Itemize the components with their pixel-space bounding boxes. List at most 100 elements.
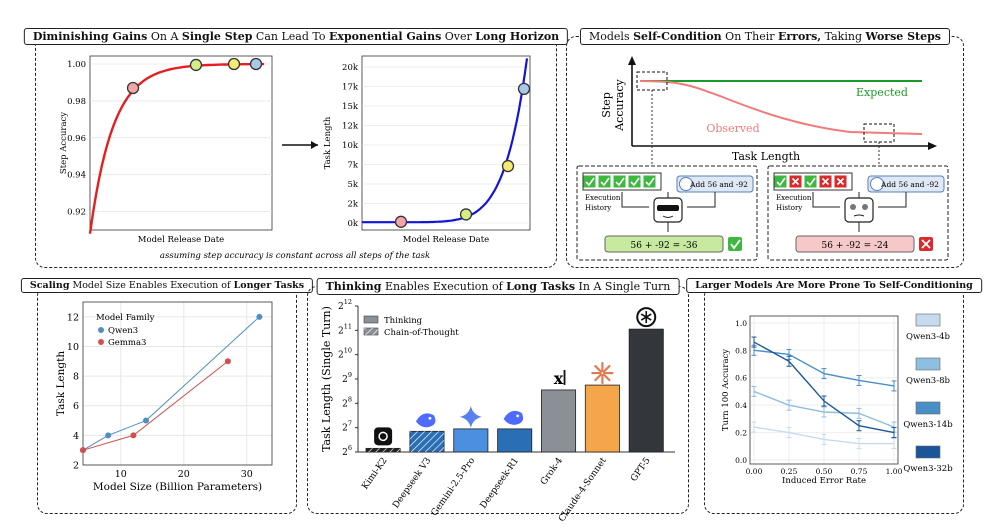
robot-eye (850, 204, 856, 210)
p3-ytick: 6 (73, 401, 79, 412)
p1-caption: assuming step accuracy is constant acros… (160, 251, 430, 261)
p5-legend-swatch (915, 445, 941, 459)
p1-right-ytick: 0k (347, 219, 358, 229)
gemini-logo-icon (459, 405, 482, 428)
p5-legend-label: Qwen3-14b (903, 420, 953, 430)
p1-right-ytick: 12k (342, 122, 359, 132)
p1-right-ytick: 15k (342, 102, 359, 112)
p1-right-ytick: 5k (347, 180, 358, 190)
p1-right-ytick: 7k (347, 161, 358, 171)
kimi-logo-icon (374, 427, 393, 446)
p2-right-answer-box (795, 235, 915, 253)
cross-mark (921, 239, 931, 249)
p2-observed-label: Observed (706, 122, 759, 135)
p4-ytick-label: 26 (342, 444, 352, 458)
p4-ytick-label: 29 (342, 371, 352, 385)
grok-logo-icon: x (554, 369, 564, 388)
p1-right-ytick: 10k (342, 141, 359, 151)
p2-check-icon (585, 177, 595, 187)
p2-observed-line (639, 80, 923, 135)
robot-eye (862, 204, 868, 210)
p4-legend-cot: Chain-of-Thought (384, 328, 459, 338)
p3-legend-marker (98, 327, 104, 333)
p1-right-point (517, 82, 531, 95)
p5-xtick: 0.75 (851, 467, 868, 476)
panel3-title: Scaling Model Size Enables Execution of … (20, 278, 314, 293)
user-avatar-icon (870, 177, 884, 191)
p3-xtick: 30 (241, 469, 253, 480)
panel1-title: Diminishing Gains On A Single Step Can L… (23, 28, 569, 45)
claude-ray (602, 364, 611, 373)
p2-check-icon (615, 177, 625, 187)
p4-ytick-label: 210 (338, 347, 352, 361)
p2-left-box (576, 165, 758, 261)
p5-xtick: 1.00 (886, 467, 903, 476)
p4-ytick-label: 27 (342, 420, 352, 434)
p5-ytick: 0.2 (735, 429, 747, 438)
p5-ytick: 0.0 (735, 456, 747, 465)
p2-right-exec1: Execution (776, 194, 812, 202)
p5-legend-swatch (915, 401, 941, 415)
p5-frame (749, 315, 899, 465)
p4-bar (497, 428, 533, 453)
panel-self-condition: Models Self-Condition On Their Errors, T… (566, 28, 964, 268)
p1-left-ytick: 1.00 (67, 60, 86, 70)
p3-point-Gemma3 (80, 447, 86, 454)
p2-check-icon (630, 177, 640, 187)
p5-ytick: 1.0 (735, 319, 747, 328)
claude-logo-icon (591, 361, 614, 385)
p5-legend-label: Qwen3-32b (903, 464, 953, 474)
p3-ytick: 2 (73, 461, 79, 472)
p4-bar-hatch (366, 448, 401, 452)
claude-ray (594, 373, 603, 382)
p2-check-icon (776, 177, 786, 187)
p4-legend-swatch-thinking (363, 315, 379, 324)
p1-right-point (459, 208, 473, 221)
p5-legend-label: Qwen3-8b (906, 376, 950, 386)
check-mark (730, 239, 741, 250)
p2-left-exec2: History (585, 204, 611, 212)
p3-frame (82, 301, 273, 466)
p1-task-curve (362, 58, 529, 224)
p5-ytick: 0.4 (735, 401, 747, 410)
p2-cross-icon (836, 177, 845, 186)
p3-point-Qwen3 (105, 432, 112, 439)
p2-left-answer: 56 + -92 = -36 (631, 241, 698, 251)
p2-right-box (767, 165, 949, 261)
p2-right-history-frame (773, 172, 853, 191)
check-icon (728, 237, 742, 251)
p2-right-exec2: History (776, 204, 802, 212)
p5-xtick: 0.50 (816, 467, 833, 476)
p3-xlabel: Model Size (Billion Parameters) (93, 481, 262, 493)
p2-left-mark-check (597, 174, 612, 189)
p5-xtick: 0.25 (781, 467, 798, 476)
p3-legend-title: Model Family (96, 313, 155, 323)
p2-left-history-frame (582, 172, 662, 191)
p1-left-xlabel: Model Release Date (138, 235, 224, 245)
p2-left-answer-box (604, 235, 724, 253)
p4-bar (584, 384, 620, 453)
panel2-title: Models Self-Condition On Their Errors, T… (579, 28, 951, 45)
p2-xlabel: Task Length (732, 150, 800, 163)
p2-check-icon (806, 177, 816, 187)
panel-larger-models: Larger Models Are More Prone To Self-Con… (686, 278, 982, 514)
deepseek-logo-icon (415, 413, 436, 428)
openai-logo-mark (640, 311, 652, 324)
p2-check-icon (600, 177, 610, 187)
p3-legend-label: Qwen3 (108, 326, 138, 336)
p2-arrow (812, 192, 840, 208)
deepseek-eye (428, 416, 432, 420)
p4-bar (453, 428, 489, 453)
p3-xtick: 10 (115, 469, 127, 480)
p3-legend-label: Gemma3 (108, 338, 146, 348)
p2-right-prompt: Add 56 and -92 (880, 180, 939, 189)
p1-right-ytick: 20k (342, 63, 359, 73)
p1-left-ytick: 0.94 (67, 171, 86, 181)
p1-right-ytick: 17k (342, 83, 359, 93)
p2-arrow (621, 192, 649, 208)
robot-mouth (662, 215, 674, 218)
